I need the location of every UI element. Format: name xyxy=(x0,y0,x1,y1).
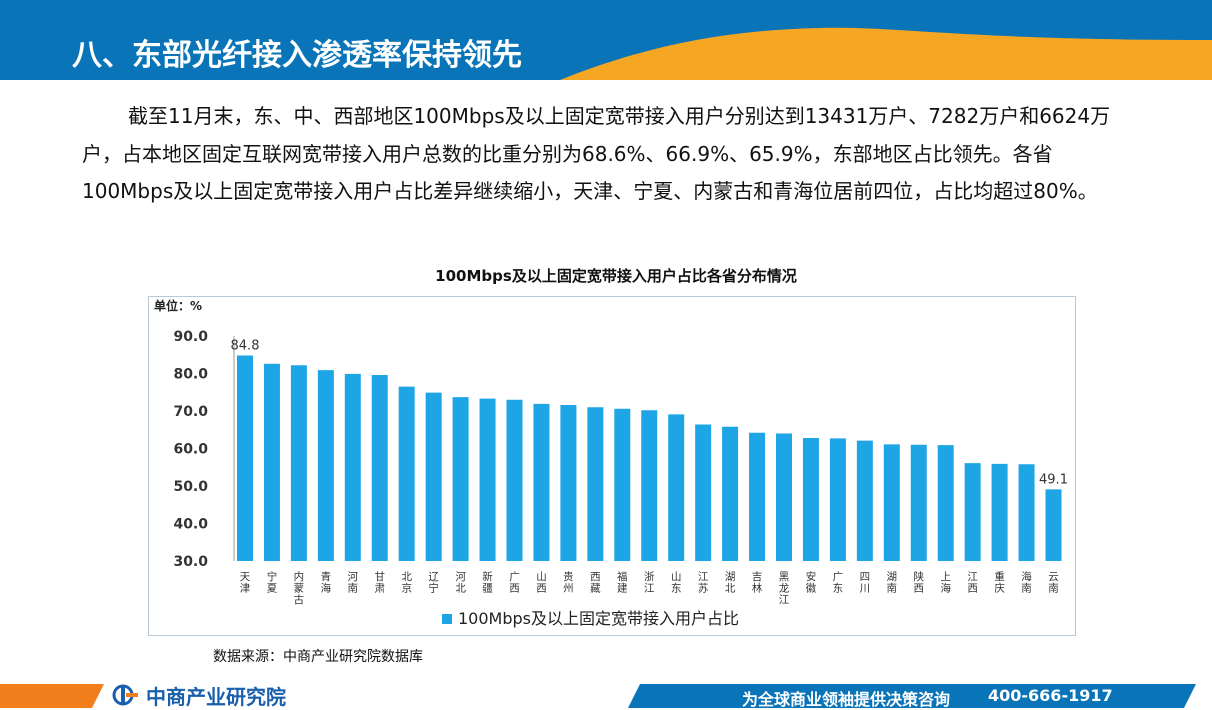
bar-重庆 xyxy=(991,463,1008,561)
x-tick-label: 重庆 xyxy=(994,570,1005,595)
bar-青海 xyxy=(317,370,334,561)
bar-山东 xyxy=(668,414,685,561)
x-tick-label: 湖北 xyxy=(725,571,736,595)
x-tick-label: 江西 xyxy=(967,571,978,595)
x-tick-label: 福建 xyxy=(617,570,628,595)
header-background xyxy=(0,0,1212,80)
bar-福建 xyxy=(614,408,631,561)
bar-浙江 xyxy=(641,410,658,561)
x-tick-label: 山西 xyxy=(536,571,547,595)
bar-河南 xyxy=(344,373,361,561)
unit-label: 单位：% xyxy=(154,298,202,313)
bar-陕西 xyxy=(910,444,927,561)
bar-山西 xyxy=(533,403,550,561)
bar-内蒙古 xyxy=(290,365,307,561)
bar-宁夏 xyxy=(263,363,280,561)
y-tick-label: 30.0 xyxy=(173,554,208,570)
bar-江西 xyxy=(964,463,981,561)
x-tick-label: 湖南 xyxy=(887,571,898,595)
bar-黑龙江 xyxy=(776,433,792,561)
x-tick-label: 陕西 xyxy=(914,570,925,595)
legend: 100Mbps及以上固定宽带接入用户占比 xyxy=(442,609,739,628)
footer-background xyxy=(0,684,1196,708)
footer-phone: 400-666-1917 xyxy=(988,686,1113,705)
bar-河北 xyxy=(452,397,469,561)
x-tick-label: 新疆 xyxy=(482,570,493,595)
bar-吉林 xyxy=(749,432,766,561)
footer-slogan: 为全球商业领袖提供决策咨询 xyxy=(742,690,951,709)
bar-广东 xyxy=(829,438,846,561)
intro-paragraph: 截至11月末，东、中、西部地区100Mbps及以上固定宽带接入用户分别达到134… xyxy=(82,104,1111,203)
bar-广西 xyxy=(506,399,523,561)
x-tick-label: 浙江 xyxy=(644,571,655,595)
x-tick-label: 黑龙江 xyxy=(779,571,790,606)
x-tick-label: 广西 xyxy=(509,571,520,595)
bar-甘肃 xyxy=(371,375,388,561)
x-tick-label: 山东 xyxy=(671,571,682,595)
chart-title: 100Mbps及以上固定宽带接入用户占比各省分布情况 xyxy=(435,267,797,285)
x-tick-label: 安徽 xyxy=(806,570,817,595)
x-tick-label: 甘肃 xyxy=(375,570,386,595)
x-tick-label: 辽宁 xyxy=(428,571,439,595)
page-title: 八、东部光纤接入渗透率保持领先 xyxy=(72,38,522,73)
bar-辽宁 xyxy=(425,392,442,561)
x-tick-label: 西藏 xyxy=(590,571,601,595)
y-tick-label: 80.0 xyxy=(173,367,208,383)
y-axis: 90.0 80.0 70.0 60.0 50.0 40.0 30.0 xyxy=(173,329,235,570)
x-tick-label: 河南 xyxy=(348,571,359,595)
bar-安徽 xyxy=(802,438,819,561)
brand-logo-icon xyxy=(112,684,138,706)
brand-name: 中商产业研究院 xyxy=(146,684,286,709)
bar-贵州 xyxy=(560,405,577,561)
y-tick-label: 40.0 xyxy=(173,517,208,533)
bar-湖北 xyxy=(722,426,739,561)
x-tick-label: 江苏 xyxy=(698,571,709,595)
bar-云南 xyxy=(1045,489,1062,561)
x-tick-label: 内蒙古 xyxy=(294,570,305,606)
bar-海南 xyxy=(1018,464,1035,561)
bar-chart: 单位：% 90.0 80.0 70.0 60.0 50.0 40.0 30.0 天津宁夏内蒙… xyxy=(154,298,1068,628)
bar-江苏 xyxy=(695,424,712,561)
y-tick-label: 60.0 xyxy=(173,442,208,458)
legend-swatch xyxy=(442,614,452,624)
x-tick-label: 北京 xyxy=(401,571,412,595)
legend-label: 100Mbps及以上固定宽带接入用户占比 xyxy=(458,609,739,628)
x-tick-label: 上海 xyxy=(940,571,951,595)
data-labels: 84.8 49.1 xyxy=(231,339,1068,488)
bar-新疆 xyxy=(479,398,496,561)
x-tick-label: 吉林 xyxy=(752,571,763,595)
x-tick-label: 宁夏 xyxy=(267,570,278,595)
x-tick-label: 青海 xyxy=(321,570,332,595)
bar-西藏 xyxy=(587,407,604,561)
x-tick-label: 四川 xyxy=(860,571,871,595)
bars-group xyxy=(237,355,1062,561)
brand-logo: 中商产业研究院 xyxy=(112,683,286,709)
x-tick-label: 海南 xyxy=(1021,570,1032,595)
bar-四川 xyxy=(856,440,873,561)
y-tick-label: 70.0 xyxy=(173,404,208,420)
y-tick-label: 50.0 xyxy=(173,479,208,495)
source-note: 数据来源：中商产业研究院数据库 xyxy=(213,649,423,665)
y-tick-label: 90.0 xyxy=(173,329,208,345)
x-tick-label: 云南 xyxy=(1048,571,1059,595)
bar-湖南 xyxy=(883,444,900,561)
x-tick-label: 广东 xyxy=(833,571,844,595)
bar-天津 xyxy=(237,355,253,561)
x-tick-label: 天津 xyxy=(240,571,251,595)
data-label: 84.8 xyxy=(231,339,260,354)
footer-bar xyxy=(0,682,1212,708)
header-banner: 八、东部光纤接入渗透率保持领先 xyxy=(0,0,1212,80)
x-tick-label: 河北 xyxy=(455,571,466,595)
x-tick-label: 贵州 xyxy=(563,570,574,595)
bar-北京 xyxy=(398,386,415,561)
bar-上海 xyxy=(937,445,954,561)
data-label: 49.1 xyxy=(1039,472,1068,487)
